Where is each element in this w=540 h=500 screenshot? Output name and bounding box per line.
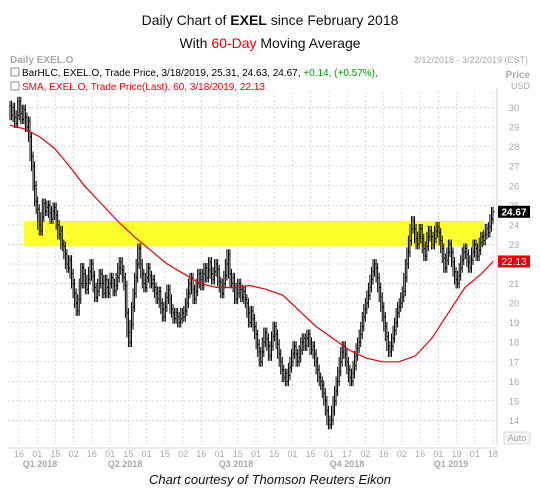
x-tick-label: 15	[269, 449, 279, 459]
chart-frame	[8, 52, 532, 467]
x-tick-label: 02	[178, 449, 188, 459]
y-tick-label: 14	[509, 416, 520, 427]
x-tick-label: 02	[69, 449, 79, 459]
price-bars	[9, 96, 495, 430]
x-tick-label: 15	[160, 449, 170, 459]
x-tick-label: 01	[470, 449, 480, 459]
y-tick-label: 18	[509, 338, 520, 349]
x-tick-label: 15	[306, 449, 316, 459]
x-tick-label: 01	[433, 449, 443, 459]
sma-line	[9, 124, 494, 363]
last-price-label: 24.67	[501, 207, 526, 218]
legend-sma: SMA, EXEL.O, Trade Price(Last), 60, 3/18…	[22, 82, 265, 93]
x-tick-label: 01	[142, 449, 152, 459]
chart-grid	[8, 92, 497, 445]
last-sma-label: 22.13	[501, 257, 526, 268]
x-tick-label: 15	[233, 449, 243, 459]
quarter-label: Q1 2019	[434, 459, 469, 469]
x-tick-label: 17	[342, 449, 352, 459]
currency-label: USD	[511, 81, 531, 91]
x-tick-label: 15	[123, 449, 133, 459]
last-sma-badge	[498, 255, 530, 268]
y-tick-label: 24	[509, 220, 520, 231]
x-tick-label: 02	[397, 449, 407, 459]
x-tick-label: 01	[251, 449, 261, 459]
y-tick-label: 27	[509, 162, 520, 173]
x-tick-label: 01	[105, 449, 115, 459]
x-tick-label: 01	[32, 449, 42, 459]
y-tick-label: 30	[509, 103, 520, 114]
ticker-symbol: EXEL	[230, 12, 267, 28]
last-price-badge	[498, 205, 530, 218]
resistance-band	[24, 220, 484, 247]
x-tick-label: 16	[415, 449, 425, 459]
x-tick-label: 01	[287, 449, 297, 459]
x-tick-label: 15	[50, 449, 60, 459]
quarter-label: Q1 2018	[23, 459, 58, 469]
x-tick-label: 19	[452, 449, 462, 459]
y-tick-label: 28	[509, 142, 520, 153]
x-tick-label: 16	[87, 449, 97, 459]
y-tick-label: 19	[509, 318, 520, 329]
x-tick-label: 01	[324, 449, 334, 459]
y-tick-label: 21	[509, 279, 520, 290]
price-axis-title: Price	[506, 70, 531, 81]
x-tick-label: 02	[360, 449, 370, 459]
x-tick-label: 16	[196, 449, 206, 459]
last-value-labels: 24.67 22.13	[498, 205, 530, 268]
sma-period: 60-Day	[211, 35, 257, 51]
legend-bar: BarHLC, EXEL.O, Trade Price, 3/18/2019, …	[22, 68, 378, 79]
y-tick-label: 26	[509, 181, 520, 192]
y-tick-label: 20	[509, 299, 520, 310]
date-range: 2/12/2018 - 3/22/2019 (EST)	[414, 55, 528, 65]
chart-name: Daily EXEL.O	[10, 55, 74, 66]
legend-checkbox-sma[interactable]	[10, 81, 20, 91]
time-axis: 16 01 15 02 16 01 15 01 15 02 16 01 15 01 15 01 15 01 17 02…	[8, 447, 498, 469]
chart-title: Daily Chart of EXEL since February 2018	[141, 12, 399, 28]
quarter-label: Q2 2018	[108, 459, 143, 469]
legend-checkbox-bar[interactable]	[10, 67, 20, 77]
quarter-label: Q4 2018	[330, 459, 365, 469]
x-tick-label: 16	[379, 449, 389, 459]
auto-scale-button[interactable]	[503, 431, 531, 445]
quarter-label: Q3 2018	[219, 459, 254, 469]
x-tick-label: 01	[215, 449, 225, 459]
y-tick-label: 16	[509, 377, 520, 388]
x-tick-label: 18	[488, 449, 498, 459]
chart-subtitle: With 60-Day Moving Average	[179, 35, 361, 51]
y-tick-label: 17	[509, 357, 520, 368]
price-axis: 1415161718192021222324252627282930	[509, 103, 520, 427]
y-tick-label: 15	[509, 396, 520, 407]
y-tick-label: 29	[509, 123, 520, 134]
auto-scale-label: Auto	[508, 433, 527, 443]
chart-caption: Chart courtesy of Thomson Reuters Eikon	[148, 472, 392, 487]
y-tick-label: 23	[509, 240, 520, 251]
x-tick-label: 16	[14, 449, 24, 459]
